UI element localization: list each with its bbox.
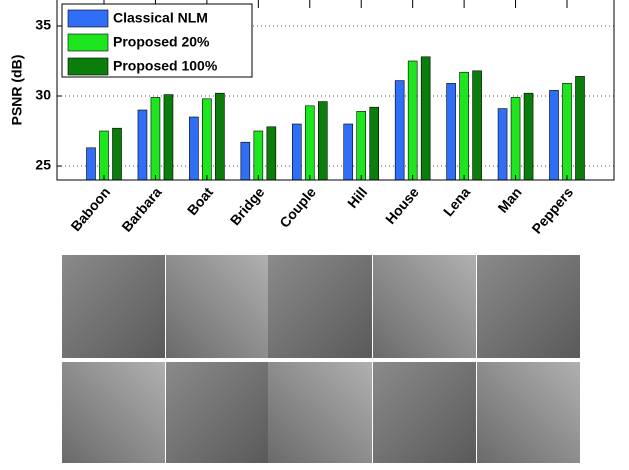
bar <box>523 92 534 181</box>
image-thumbnail <box>477 255 580 358</box>
bar <box>304 105 315 181</box>
bar <box>215 92 225 181</box>
bar <box>510 97 521 181</box>
bar <box>291 123 302 181</box>
image-thumbnail <box>62 362 165 463</box>
bar <box>137 109 148 181</box>
plot-frame <box>56 0 615 181</box>
x-tick-label: Man <box>494 184 524 216</box>
x-tick-label: Lena <box>440 184 473 219</box>
legend-label: Classical NLM <box>113 10 208 26</box>
legend-label: Proposed 20% <box>113 34 210 50</box>
bar <box>189 116 199 181</box>
bar <box>253 130 264 181</box>
bar <box>266 126 277 181</box>
bar <box>549 90 559 181</box>
image-thumbnail <box>166 255 268 358</box>
bar <box>575 76 585 181</box>
bar <box>240 141 251 181</box>
legend-swatch <box>67 57 109 76</box>
x-tick-label: Bridge <box>227 184 268 228</box>
y-tick-label: 25 <box>35 157 51 173</box>
y-tick-label: 35 <box>35 17 51 33</box>
bar <box>317 101 328 181</box>
bar <box>497 108 508 181</box>
bar <box>459 71 469 181</box>
legend-swatch <box>67 33 109 52</box>
image-thumbnail <box>166 362 268 463</box>
bar <box>407 60 418 181</box>
x-tick-label: Hill <box>344 184 370 211</box>
x-tick-label: Barbara <box>118 184 164 235</box>
image-thumbnail <box>268 362 372 463</box>
image-grid <box>62 255 580 463</box>
bar <box>150 97 161 181</box>
bar <box>112 127 122 181</box>
bar <box>163 94 174 181</box>
y-tick-label: 30 <box>35 87 51 103</box>
image-thumbnail <box>373 362 476 463</box>
bar <box>202 98 212 181</box>
y-axis-label: PSNR (dB) <box>9 55 25 126</box>
image-thumbnail <box>373 255 476 358</box>
x-tick-label: Baboon <box>67 184 113 234</box>
image-thumbnail <box>268 255 372 358</box>
bar <box>86 147 96 181</box>
bar <box>394 80 405 181</box>
legend: Classical NLM Proposed 20% Proposed 100% <box>61 3 253 78</box>
x-tick-label: Boat <box>184 184 216 218</box>
bar <box>343 123 354 181</box>
image-thumbnail <box>477 362 580 463</box>
image-thumbnail <box>62 255 165 358</box>
x-tick-label: Peppers <box>528 184 576 237</box>
bar <box>99 130 109 181</box>
bar <box>420 56 431 181</box>
bar <box>446 83 456 181</box>
bar <box>369 106 380 181</box>
legend-swatch <box>67 9 109 28</box>
bar <box>356 111 367 181</box>
bar <box>562 83 572 181</box>
legend-label: Proposed 100% <box>113 58 218 74</box>
bar <box>472 70 482 181</box>
x-tick-label: House <box>382 184 422 227</box>
x-tick-label: Couple <box>276 184 319 231</box>
